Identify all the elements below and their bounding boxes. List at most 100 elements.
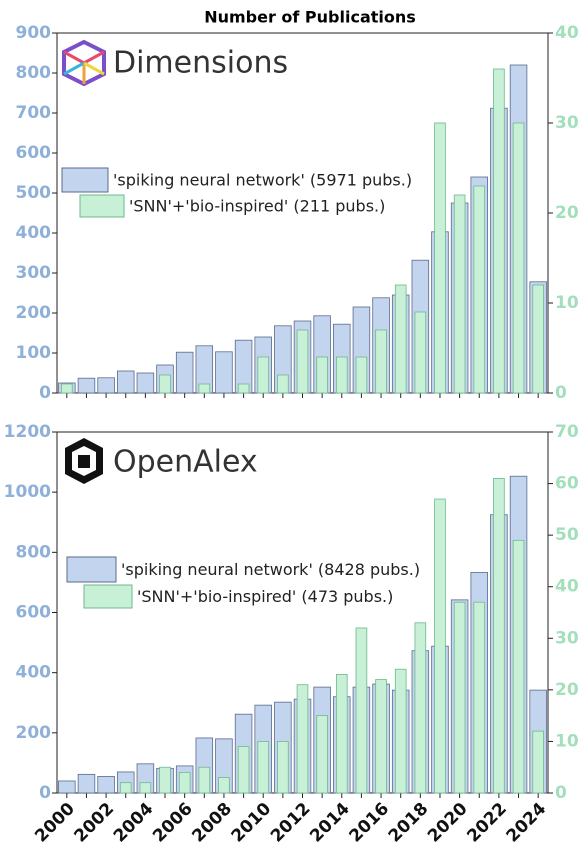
x-tick-label: 2006: [149, 799, 197, 847]
dimensions-logo: [62, 39, 106, 87]
legend-swatch: [61, 167, 109, 193]
x-tick-label: 2012: [267, 799, 315, 847]
y-tick-label: 600: [16, 143, 52, 163]
bar: [97, 776, 115, 794]
bar: [394, 284, 407, 394]
y2-tick-label: 40: [555, 23, 579, 43]
x-tick-label: 2024: [503, 799, 551, 847]
bar: [237, 383, 250, 394]
y2-tick-label: 30: [555, 628, 579, 648]
bar: [453, 194, 466, 394]
y-tick-label: 800: [16, 542, 52, 562]
y-tick-label: 600: [16, 603, 52, 623]
y-tick-label: 1200: [4, 422, 51, 442]
annotation: OpenAlex: [113, 445, 258, 480]
bar: [97, 377, 115, 394]
x-tick-label: 2018: [385, 799, 433, 847]
bar: [159, 766, 171, 794]
y2-tick-label: 20: [555, 203, 579, 223]
y-tick-label: 400: [16, 223, 52, 243]
y2-tick-label: 10: [555, 731, 579, 751]
legend-label: 'spiking neural network' (8428 pubs.): [121, 560, 420, 579]
bar: [215, 351, 233, 394]
bar: [316, 715, 328, 794]
bar: [136, 372, 155, 394]
bar: [512, 539, 525, 794]
bar: [178, 771, 191, 794]
chart-title: Number of Publications: [204, 8, 416, 27]
x-tick-label: 2020: [424, 799, 472, 847]
bar: [61, 383, 73, 394]
bar: [394, 668, 407, 794]
bar: [77, 773, 96, 794]
annotation: Dimensions: [113, 46, 288, 81]
bar: [453, 601, 466, 794]
bar: [414, 311, 427, 394]
bar: [139, 782, 152, 794]
bar: [175, 351, 194, 394]
bar: [512, 122, 525, 394]
bar: [77, 377, 96, 394]
x-tick-label: 2004: [110, 799, 158, 847]
bar: [532, 730, 544, 794]
bar: [335, 673, 348, 794]
bar: [473, 601, 486, 794]
bar: [375, 679, 387, 794]
legend-swatch: [66, 556, 117, 583]
bar: [296, 684, 309, 794]
legend-swatch: [83, 584, 133, 609]
bar: [335, 356, 348, 394]
bar: [257, 741, 270, 794]
x-tick-label: 2002: [71, 799, 119, 847]
legend-label: 'SNN'+'bio-inspired' (211 pubs.): [129, 197, 385, 216]
x-tick-label: 2008: [188, 799, 236, 847]
bar: [198, 383, 211, 394]
y-tick-label: 0: [39, 383, 51, 403]
bar: [116, 370, 135, 394]
legend-label: 'spiking neural network' (5971 pubs.): [113, 171, 412, 190]
x-tick-label: 2022: [463, 799, 511, 847]
y2-tick-label: 20: [555, 680, 579, 700]
x-tick-label: 2010: [228, 799, 276, 847]
bar: [473, 185, 486, 394]
bar: [375, 329, 387, 394]
openalex-logo: [65, 438, 103, 484]
bar: [119, 782, 132, 794]
y-tick-label: 400: [16, 663, 52, 683]
y2-tick-label: 60: [555, 474, 579, 494]
y2-tick-label: 50: [555, 525, 579, 545]
bar: [434, 122, 446, 394]
y2-tick-label: 70: [555, 422, 579, 442]
bar: [277, 374, 289, 394]
x-tick-label: 2014: [306, 799, 354, 847]
y-tick-label: 900: [16, 23, 52, 43]
y-tick-label: 0: [39, 783, 51, 803]
y-tick-label: 800: [16, 63, 52, 83]
bar: [218, 777, 230, 794]
bar: [355, 356, 368, 394]
bar: [277, 741, 289, 794]
y2-tick-label: 0: [555, 383, 567, 403]
y-tick-label: 200: [16, 723, 52, 743]
bar: [198, 766, 211, 794]
y-tick-label: 300: [16, 263, 52, 283]
bar: [159, 374, 171, 394]
bar: [296, 329, 309, 394]
bar: [316, 356, 328, 394]
y-tick-label: 200: [16, 303, 52, 323]
y-tick-label: 1000: [4, 482, 51, 502]
bar: [434, 498, 446, 794]
y2-tick-label: 40: [555, 577, 579, 597]
bar: [355, 627, 368, 794]
legend-swatch: [79, 194, 125, 218]
bar: [237, 746, 250, 794]
y2-tick-label: 0: [555, 783, 567, 803]
y2-tick-label: 10: [555, 293, 579, 313]
bar: [493, 68, 505, 394]
bar: [58, 780, 76, 794]
bar: [493, 478, 505, 794]
y-tick-label: 500: [16, 183, 52, 203]
bar: [414, 622, 427, 794]
bar: [532, 284, 544, 394]
